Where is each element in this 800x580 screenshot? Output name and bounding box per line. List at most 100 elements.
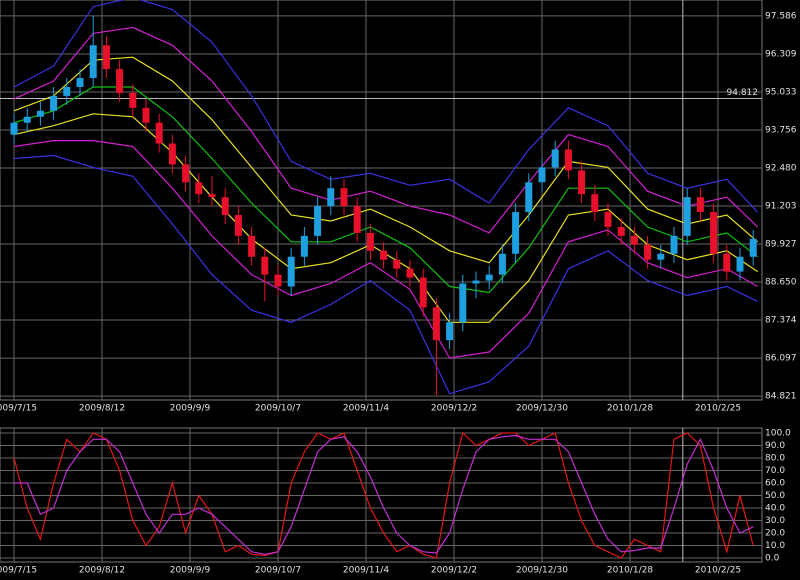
candle-body <box>670 235 678 254</box>
candle-body <box>102 45 110 70</box>
oscillator-line <box>14 434 754 555</box>
candle-body <box>538 167 546 183</box>
candle-body <box>525 182 533 213</box>
x-tick-label: 2010/2/25 <box>695 566 741 576</box>
x-tick-label: 2009/12/2 <box>431 566 477 576</box>
x-tick-label: 2009/10/7 <box>255 404 301 414</box>
candle-body <box>248 235 256 257</box>
candle-body <box>578 170 586 195</box>
y-tick-label: 0.0 <box>765 554 780 564</box>
x-tick-label: 2009/11/4 <box>343 566 389 576</box>
candle-body <box>129 92 137 108</box>
band-line <box>13 113 758 323</box>
y-tick-label: 93.756 <box>765 125 797 135</box>
x-tick-label: 2009/7/15 <box>0 566 37 576</box>
x-tick-label: 2009/12/30 <box>516 404 568 414</box>
y-tick-label: 96.309 <box>765 49 797 59</box>
candle-body <box>512 212 520 254</box>
candle-body <box>710 212 718 254</box>
candle-body <box>23 116 31 123</box>
candle-body <box>723 253 731 272</box>
y-tick-label: 70.0 <box>765 466 785 476</box>
candle-body <box>683 197 691 236</box>
x-tick-label: 2009/12/30 <box>516 566 568 576</box>
band-line <box>13 56 758 264</box>
x-tick-label: 2010/1/28 <box>607 566 653 576</box>
y-tick-label: 89.927 <box>765 240 797 250</box>
y-tick-label: 92.480 <box>765 163 797 173</box>
y-tick-label: 95.033 <box>765 87 797 97</box>
candle-body <box>36 110 44 117</box>
candle-body <box>116 69 124 93</box>
candle-body <box>353 206 361 233</box>
candle-body <box>314 206 322 236</box>
candle-body <box>432 307 440 341</box>
candle-body <box>630 235 638 245</box>
candle-body <box>76 78 84 87</box>
y-tick-label: 80.0 <box>765 454 785 464</box>
x-tick-label: 2009/8/12 <box>79 404 125 414</box>
candle-body <box>617 226 625 236</box>
candle-body <box>327 188 335 207</box>
candle-body <box>736 256 744 272</box>
candle-body <box>155 122 163 144</box>
y-tick-label: 50.0 <box>765 491 785 501</box>
candle-body <box>300 235 308 257</box>
x-tick-label: 2009/11/4 <box>343 404 389 414</box>
candle-body <box>406 268 414 278</box>
candle-body <box>498 253 506 275</box>
candle-body <box>604 212 612 227</box>
candle-body <box>459 283 467 323</box>
crosshair-label: 94.812 <box>727 88 759 98</box>
price-panel <box>0 0 763 401</box>
candle-body <box>10 122 18 135</box>
x-tick-label: 2009/12/2 <box>431 404 477 414</box>
y-tick-label: 97.586 <box>765 11 797 21</box>
x-tick-label: 2009/9/9 <box>170 404 211 414</box>
candle-body <box>340 188 348 207</box>
candle-body <box>287 256 295 287</box>
candle-body <box>89 45 97 79</box>
candle-body <box>446 322 454 341</box>
y-tick-label: 40.0 <box>765 504 785 514</box>
candle-body <box>657 253 665 260</box>
candle-body <box>366 232 374 251</box>
oscillator-line <box>13 431 754 559</box>
candle-body <box>50 95 58 111</box>
band-line <box>13 0 759 213</box>
band-line <box>13 86 758 294</box>
y-tick-label: 87.374 <box>765 316 797 326</box>
band-line <box>13 140 758 359</box>
candle-body <box>644 244 652 260</box>
candle-body <box>168 143 176 165</box>
candle-body <box>208 194 216 198</box>
y-tick-label: 30.0 <box>765 516 785 526</box>
x-tick-label: 2009/7/15 <box>0 404 37 414</box>
y-tick-label: 60.0 <box>765 479 785 489</box>
y-tick-label: 90.0 <box>765 441 785 451</box>
x-tick-label: 2010/2/25 <box>695 404 741 414</box>
candle-body <box>142 107 150 123</box>
y-tick-label: 100.0 <box>765 429 791 439</box>
y-tick-label: 20.0 <box>765 529 785 539</box>
candle-body <box>419 277 427 308</box>
y-tick-label: 84.821 <box>765 392 797 402</box>
candle-body <box>274 274 282 287</box>
band-line <box>13 26 759 234</box>
candle-body <box>472 280 480 284</box>
candle-body <box>63 86 71 96</box>
candle-body <box>261 256 269 275</box>
x-tick-label: 2009/8/12 <box>79 566 125 576</box>
candle-body <box>221 197 229 216</box>
y-tick-label: 91.203 <box>765 202 797 212</box>
candle-body <box>564 149 572 171</box>
candle-body <box>696 197 704 213</box>
x-tick-label: 2010/1/28 <box>607 404 653 414</box>
candle-body <box>182 164 190 183</box>
x-tick-label: 2009/10/7 <box>255 566 301 576</box>
x-tick-label: 2009/9/9 <box>170 566 211 576</box>
y-tick-label: 88.650 <box>765 278 797 288</box>
band-line <box>13 154 758 395</box>
y-tick-label: 10.0 <box>765 541 785 551</box>
